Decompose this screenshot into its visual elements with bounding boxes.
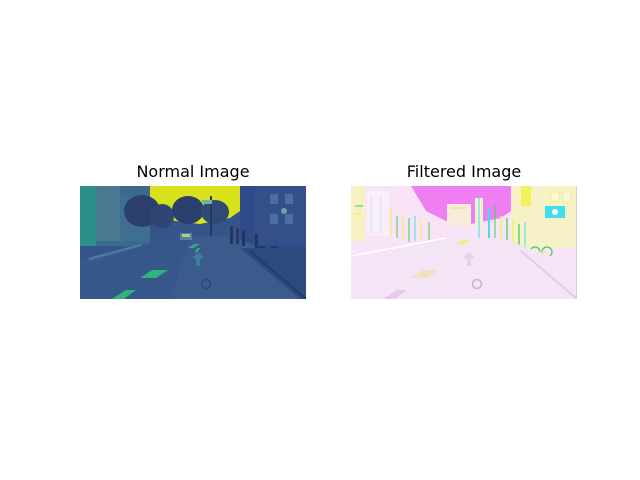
normal-image-panel: Normal Image: [80, 160, 306, 299]
filtered-road: [351, 238, 577, 299]
normal-street-scene: [80, 186, 306, 299]
normal-image: [80, 186, 306, 299]
filtered-image-title: Filtered Image: [406, 162, 522, 181]
filtered-image: [351, 186, 577, 299]
filtered-street-scene: [351, 186, 577, 299]
filtered-image-panel: Filtered Image: [351, 160, 577, 299]
normal-image-title: Normal Image: [136, 162, 250, 181]
lane-marking: [140, 270, 168, 278]
